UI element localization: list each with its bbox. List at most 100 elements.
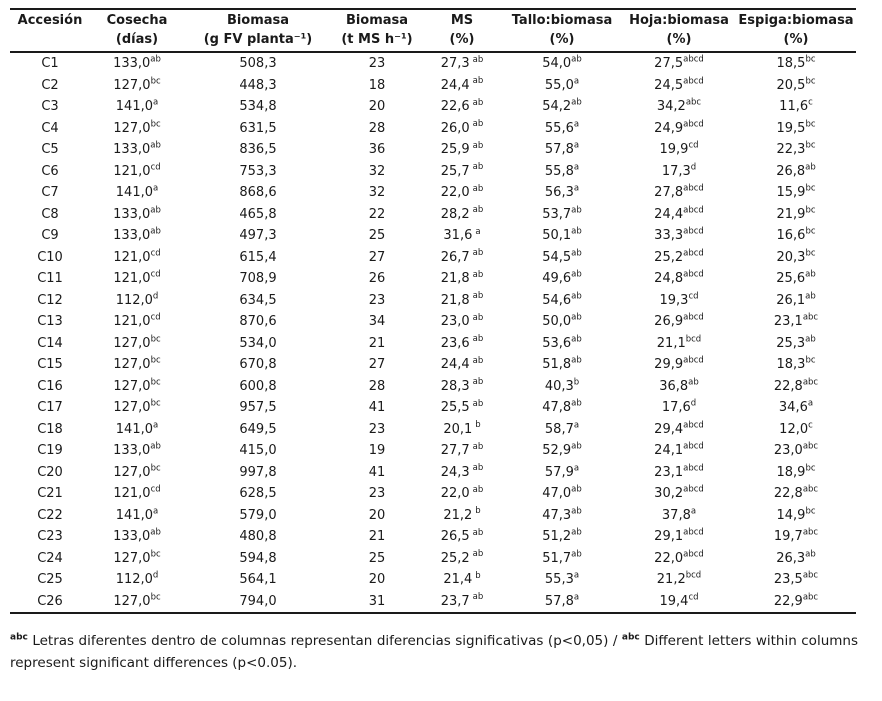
- cell-value: 19,7: [773, 529, 803, 545]
- significance-letters: ab: [472, 97, 484, 108]
- cell-value: C20: [37, 464, 63, 480]
- cell-biomasa-g: 708,9: [184, 268, 332, 290]
- cell-tallo: 56,3a: [502, 182, 622, 204]
- cell-accession: C2: [10, 75, 90, 97]
- cell-value: 141,0: [115, 507, 153, 523]
- significance-letters: bc: [150, 398, 161, 409]
- table-row: C18 141,0a 649,5 23 20,1 b 58,7a 29,4abcd 12,0c: [10, 419, 856, 441]
- cell-tallo: 50,0ab: [502, 311, 622, 333]
- cell-espiga: 16,6bc: [736, 225, 856, 247]
- cell-value: 127,0: [113, 378, 151, 394]
- cell-value: 20: [368, 572, 386, 588]
- significance-letters: bc: [150, 549, 161, 560]
- cell-hoja: 26,9abcd: [622, 311, 736, 333]
- cell-biomasa-g: 465,8: [184, 204, 332, 226]
- cell-tallo: 55,6a: [502, 118, 622, 140]
- table-row: C3 141,0a 534,8 20 22,6 ab 54,2ab 34,2abc 11,6c: [10, 96, 856, 118]
- cell-hoja: 22,0abcd: [622, 548, 736, 570]
- significance-letters: a: [153, 183, 159, 194]
- cell-value: 121,0: [113, 314, 151, 330]
- cell-value: 18,5: [776, 56, 806, 72]
- significance-letters: bc: [150, 463, 161, 474]
- column-header-line2: (%): [783, 32, 809, 47]
- cell-accession: C10: [10, 247, 90, 269]
- cell-cosecha: 127,0bc: [90, 376, 184, 398]
- table-row: C25 112,0d 564,1 20 21,4 b 55,3a 21,2bcd 23,5abc: [10, 569, 856, 591]
- cell-value: C24: [37, 550, 63, 566]
- cell-ms: 23,0 ab: [422, 311, 502, 333]
- significance-letters: abcd: [683, 269, 704, 280]
- cell-hoja: 24,9abcd: [622, 118, 736, 140]
- cell-value: 141,0: [115, 99, 153, 115]
- cell-value: 47,0: [542, 486, 572, 502]
- cell-value: C7: [41, 185, 59, 201]
- significance-letters: ab: [472, 54, 484, 65]
- cell-biomasa-t: 41: [332, 462, 422, 484]
- significance-letters: c: [808, 420, 813, 431]
- cell-value: 415,0: [239, 443, 277, 459]
- significance-letters: cd: [688, 592, 699, 603]
- significance-letters: ab: [472, 269, 484, 280]
- cell-value: 23: [368, 486, 386, 502]
- cell-espiga: 18,9bc: [736, 462, 856, 484]
- significance-letters: abc: [802, 592, 819, 603]
- significance-letters: ab: [472, 592, 484, 603]
- cell-hoja: 37,8a: [622, 505, 736, 527]
- cell-value: 19: [368, 443, 386, 459]
- cell-value: 36,8: [659, 378, 689, 394]
- cell-value: 127,0: [113, 357, 151, 373]
- cell-ms: 25,5 ab: [422, 397, 502, 419]
- cell-value: 24,4: [440, 357, 470, 373]
- significance-letters: ab: [571, 334, 582, 345]
- significance-letters: ab: [571, 312, 582, 323]
- cell-value: C9: [41, 228, 59, 244]
- cell-value: C17: [37, 400, 63, 416]
- cell-value: 27: [368, 357, 386, 373]
- cell-cosecha: 141,0a: [90, 505, 184, 527]
- cell-biomasa-t: 20: [332, 505, 422, 527]
- cell-value: C5: [41, 142, 59, 158]
- cell-ms: 21,2 b: [422, 505, 502, 527]
- cell-value: 121,0: [113, 249, 151, 265]
- cell-biomasa-t: 26: [332, 268, 422, 290]
- cell-value: 121,0: [113, 271, 151, 287]
- column-header-cosecha: Cosecha (días): [90, 9, 184, 53]
- significance-letters: ab: [472, 205, 484, 216]
- cell-accession: C11: [10, 268, 90, 290]
- cell-value: 21: [368, 529, 386, 545]
- cell-biomasa-t: 28: [332, 118, 422, 140]
- cell-value: 17,6: [661, 400, 691, 416]
- column-header-hoja: Hoja:biomasa (%): [622, 9, 736, 53]
- significance-letters: abcd: [683, 119, 704, 130]
- cell-value: 54,0: [542, 56, 572, 72]
- cell-biomasa-t: 19: [332, 440, 422, 462]
- cell-value: 26,3: [776, 550, 806, 566]
- cell-value: 27,5: [654, 56, 684, 72]
- significance-letters: abcd: [683, 484, 704, 495]
- cell-biomasa-g: 534,8: [184, 96, 332, 118]
- cell-accession: C5: [10, 139, 90, 161]
- cell-value: 32: [368, 163, 386, 179]
- cell-value: C16: [37, 378, 63, 394]
- significance-letters: a: [573, 420, 580, 431]
- significance-letters: ab: [805, 549, 816, 560]
- cell-biomasa-t: 21: [332, 526, 422, 548]
- cell-biomasa-t: 34: [332, 311, 422, 333]
- cell-hoja: 24,4abcd: [622, 204, 736, 226]
- cell-value: C15: [37, 357, 63, 373]
- significance-letters: abcd: [683, 183, 704, 194]
- cell-value: 55,6: [544, 120, 574, 136]
- cell-biomasa-g: 631,5: [184, 118, 332, 140]
- cell-value: 18,9: [776, 464, 806, 480]
- cell-value: 836,5: [239, 142, 277, 158]
- footnote: abc Letras diferentes dentro de columnas…: [10, 631, 858, 674]
- cell-value: 579,0: [239, 507, 277, 523]
- cell-biomasa-t: 22: [332, 204, 422, 226]
- significance-letters: ab: [571, 355, 582, 366]
- significance-letters: abc: [802, 527, 819, 538]
- significance-letters: ab: [150, 205, 161, 216]
- cell-biomasa-g: 594,8: [184, 548, 332, 570]
- footnote-text-english: Different letters within columns represe…: [10, 633, 858, 671]
- column-header-line2: (g FV planta⁻¹): [203, 32, 313, 47]
- cell-value: 628,5: [239, 486, 277, 502]
